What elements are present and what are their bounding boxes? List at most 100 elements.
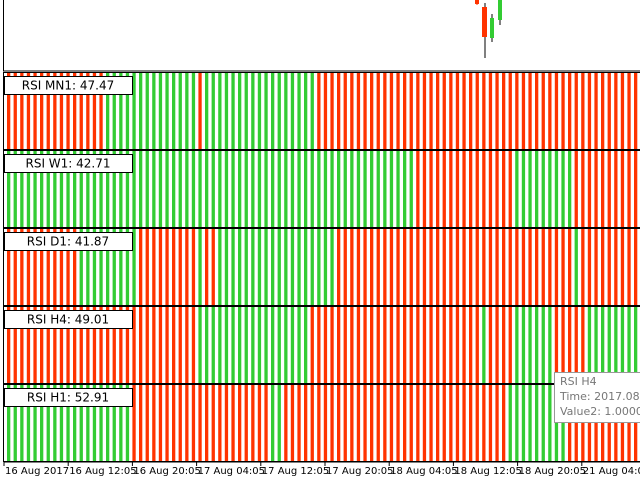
state-bar — [376, 385, 380, 461]
state-bar — [515, 229, 519, 305]
state-bar — [370, 151, 374, 227]
state-bar — [7, 73, 11, 149]
state-bar — [172, 229, 176, 305]
state-bar — [251, 151, 255, 227]
state-bar — [337, 151, 341, 227]
state-bar — [317, 73, 321, 149]
state-bar — [416, 151, 420, 227]
state-bar — [145, 151, 149, 227]
state-bar — [191, 151, 196, 227]
state-bar — [502, 73, 506, 149]
state-bar — [502, 229, 506, 305]
state-bar — [469, 307, 473, 383]
state-bar — [277, 151, 281, 227]
state-bar — [383, 151, 387, 227]
state-bar — [257, 229, 262, 305]
state-bar — [26, 151, 31, 227]
state-bar — [502, 385, 506, 461]
state-bar — [634, 229, 638, 305]
state-bar — [86, 307, 90, 383]
x-axis-label: 17 Aug 20:05 — [326, 466, 393, 477]
state-bar — [515, 151, 519, 227]
state-bar — [264, 385, 268, 461]
state-bar — [574, 229, 578, 305]
state-bar — [634, 307, 638, 383]
state-bar — [132, 307, 136, 383]
state-bar — [403, 151, 407, 227]
state-bar — [139, 151, 143, 227]
panel-frame — [3, 72, 640, 150]
state-bar — [528, 151, 532, 227]
state-bar — [7, 229, 11, 305]
state-bar — [198, 307, 202, 383]
state-bar — [343, 229, 347, 305]
state-bar — [211, 385, 215, 461]
state-bar — [178, 385, 182, 461]
state-bar — [482, 385, 486, 461]
state-bar — [436, 229, 440, 305]
state-bar — [92, 229, 97, 305]
state-bar — [13, 307, 17, 383]
candle — [475, 0, 479, 4]
indicator-panel: RSI W1: 42.71 — [3, 150, 640, 228]
state-bar — [271, 307, 275, 383]
state-bar — [119, 73, 123, 149]
state-bar — [409, 229, 413, 305]
state-bar — [455, 307, 460, 383]
state-bar — [389, 307, 394, 383]
state-bar — [205, 73, 209, 149]
state-bar — [218, 385, 222, 461]
state-bar — [317, 151, 321, 227]
state-bar — [548, 307, 552, 383]
state-bar — [561, 151, 565, 227]
state-bar — [152, 151, 156, 227]
state-bar — [601, 73, 605, 149]
state-bar — [495, 151, 499, 227]
state-bar — [436, 151, 440, 227]
state-bar — [376, 151, 380, 227]
state-bar — [363, 73, 367, 149]
state-bar — [277, 307, 281, 383]
state-bar — [548, 229, 552, 305]
state-bar — [224, 151, 229, 227]
state-bar — [620, 229, 625, 305]
state-bar — [290, 307, 295, 383]
x-axis-label: 16 Aug 2017 — [5, 466, 69, 477]
tooltip-box — [554, 372, 640, 423]
state-bar — [337, 307, 341, 383]
state-bar — [403, 229, 407, 305]
state-bar — [79, 151, 83, 227]
state-bar — [152, 307, 156, 383]
state-bar — [350, 385, 354, 461]
state-bar — [574, 151, 578, 227]
state-bar — [264, 307, 268, 383]
state-bar — [343, 385, 347, 461]
state-bar — [218, 73, 222, 149]
state-bar — [86, 229, 90, 305]
state-bar — [310, 385, 314, 461]
state-bar — [337, 73, 341, 149]
state-bar — [211, 229, 215, 305]
x-axis-label: 18 Aug 20:05 — [519, 466, 586, 477]
state-bar — [86, 73, 90, 149]
state-bar — [231, 73, 235, 149]
state-bar — [264, 73, 268, 149]
state-bar — [33, 307, 37, 383]
state-bar — [601, 151, 605, 227]
indicator-panel: RSI H4: 49.01 — [3, 306, 640, 384]
state-bar — [106, 73, 110, 149]
state-bar — [508, 307, 512, 383]
state-bar — [132, 229, 136, 305]
state-bar — [409, 307, 413, 383]
price-frame — [3, 0, 640, 72]
state-bar — [343, 151, 347, 227]
state-bar — [396, 73, 400, 149]
state-bar — [46, 307, 50, 383]
state-bar — [422, 73, 427, 149]
state-bar — [508, 73, 512, 149]
state-bar — [317, 307, 321, 383]
state-bar — [627, 307, 631, 383]
state-bar — [119, 385, 123, 461]
state-bar — [508, 151, 512, 227]
